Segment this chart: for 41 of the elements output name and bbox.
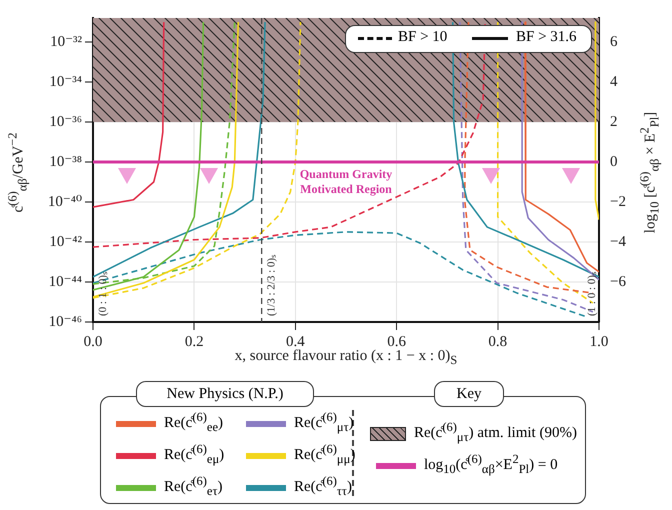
y-tick-label: 10⁻⁴⁰ <box>48 194 82 210</box>
legend-label: Re(c̊$^{(6)}$$_{ee}$) <box>163 410 224 435</box>
y-tick-label: 10⁻³⁸ <box>49 154 82 170</box>
x-tick-label: 0.4 <box>286 334 306 350</box>
annotation: Quantum Gravity Motivated Region <box>300 167 392 196</box>
legend-label: Re(c̊$^{(6)}$$_{μμ}$) <box>293 442 356 467</box>
y2-tick-label: −4 <box>610 234 626 250</box>
legend-label: Re(c̊$^{(6)}$$_{eτ}$) <box>163 474 222 499</box>
x-tick-label: 1.0 <box>590 334 608 350</box>
text: Key <box>434 381 504 407</box>
annotation: (1 : 0 : 0)ₛ <box>586 271 598 316</box>
y-tick-label: 10⁻³² <box>50 34 82 50</box>
y-tick-label: 10⁻⁴⁶ <box>48 314 82 330</box>
y2-tick-label: −6 <box>610 274 626 290</box>
legend-label: Re(c̊$^{(6)}$$_{ττ}$) <box>293 474 352 499</box>
annotation: (0 : 1 : 0)ₛ <box>97 271 109 316</box>
y2-tick-label: −2 <box>610 194 626 210</box>
y2-tick-label: 0 <box>610 154 618 170</box>
x-tick-label: 0.6 <box>387 334 406 350</box>
x-axis-title: x, source flavour ratio (x : 1 − x : 0)$_{S}$ <box>234 348 458 368</box>
annotation: BF > 10 <box>398 29 448 46</box>
annotation: BF > 31.6 <box>516 29 577 46</box>
y-tick-label: 10⁻⁴⁴ <box>48 274 82 290</box>
x-tick-label: 0.2 <box>184 334 204 350</box>
ref-line-label: (1/3 : 2/3 : 0)ₛ <box>266 254 278 316</box>
legend-label: Re(c̊$^{(6)}$$_{μτ}$) atm. limit (90%) <box>413 420 577 445</box>
line-series <box>93 231 588 318</box>
legend-label: Re(c̊$^{(6)}$$_{μτ}$) <box>293 410 354 435</box>
y2-tick-label: 4 <box>610 74 618 90</box>
x-tick-label: 0.8 <box>488 334 508 350</box>
legend-title: New Physics (N.P.) <box>136 381 314 407</box>
legend-label: Re(c̊$^{(6)}$$_{eμ}$) <box>163 442 224 467</box>
x-tick-label: 0.0 <box>84 334 102 350</box>
key-box: BF > 10 BF > 31.6 <box>345 25 592 53</box>
text: log$_{10}$(c̊$^{(6)}$$_{αβ}$×E$^{2}$$_{Pl}$) = 0 <box>424 452 558 476</box>
y-tick-label: 10⁻³⁶ <box>49 114 82 130</box>
y-tick-label: 10⁻⁴² <box>49 234 82 250</box>
y2-tick-label: 6 <box>610 34 618 50</box>
y2-tick-label: 2 <box>610 114 618 130</box>
y-tick-label: 10⁻³⁴ <box>49 74 82 90</box>
line-series <box>93 21 486 248</box>
